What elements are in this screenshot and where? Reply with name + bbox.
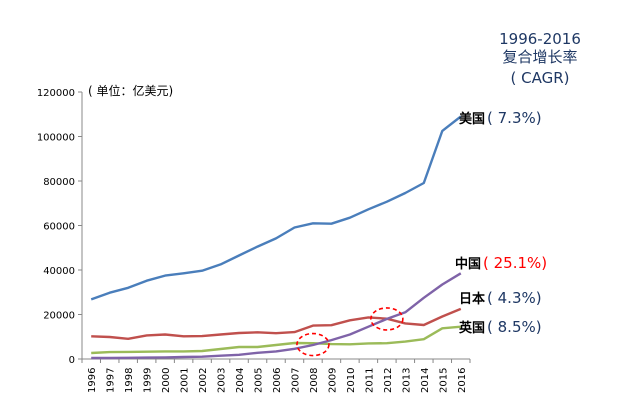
series-cagr: ( 4.3%) [487, 289, 542, 307]
series-cagr: ( 25.1%) [483, 254, 547, 272]
dashed-circle-annotation [296, 332, 330, 357]
x-tick-label: 2007 [290, 368, 301, 393]
x-tick-label: 2000 [161, 368, 172, 393]
series-label: 中国( 25.1%) [455, 254, 547, 272]
x-tick-label: 1998 [124, 368, 135, 393]
series-line [91, 272, 462, 360]
x-tick-label: 2005 [254, 368, 265, 393]
y-tick-label: 0 [69, 355, 75, 366]
x-tick-label: 1996 [87, 368, 98, 393]
series-name: 日本 [459, 291, 485, 307]
axes: 0 20000 40000 60000 80000 100000 120000 1996 199… [37, 88, 471, 393]
x-tick-label: 2006 [272, 368, 283, 393]
x-tick-label: 2015 [438, 368, 449, 393]
cagr-title-line: 1996-2016 [499, 30, 581, 48]
dashed-circle-annotation [370, 307, 404, 331]
series-label: 日本( 4.3%) [459, 289, 542, 307]
x-tick-label: 2010 [346, 368, 357, 393]
y-tick-label: 100000 [37, 133, 75, 144]
y-tick-label: 20000 [43, 311, 75, 322]
x-tick-label: 2001 [180, 368, 191, 393]
series-line [91, 307, 462, 340]
x-tick-label: 2002 [198, 368, 209, 393]
series-name: 中国 [455, 256, 481, 272]
x-tick-label: 1997 [106, 368, 117, 393]
series-lines [90, 115, 462, 360]
x-tick-label: 1999 [143, 368, 154, 393]
x-tick-label: 2012 [383, 368, 394, 393]
y-tick-label: 80000 [43, 177, 75, 188]
series-line [90, 115, 462, 301]
x-tick-label: 2016 [457, 368, 468, 393]
series-label: 美国( 7.3%) [459, 109, 542, 127]
series-name: 英国 [458, 320, 485, 336]
x-tick-label: 2014 [420, 368, 431, 393]
y-tick-label: 60000 [43, 222, 75, 233]
series-cagr: ( 7.3%) [487, 109, 542, 127]
annotations [296, 307, 404, 357]
series-cagr: ( 8.5%) [487, 318, 542, 336]
cagr-title-line: 复合增长率 [502, 48, 577, 66]
x-tick-label: 2013 [401, 368, 412, 393]
series-label: 英国( 8.5%) [458, 318, 542, 336]
series-labels: 美国( 7.3%)中国( 25.1%)日本( 4.3%)英国( 8.5%) [455, 109, 547, 336]
x-tick-label: 2003 [217, 368, 228, 393]
x-tick-label: 2011 [364, 368, 375, 393]
x-tick-label: 2008 [309, 368, 320, 393]
series-line [91, 325, 461, 355]
unit-label: ( 单位：亿美元) [88, 83, 173, 98]
x-tick-label: 2004 [235, 368, 246, 393]
x-tick-label: 2009 [327, 368, 338, 393]
y-tick-label: 120000 [37, 88, 75, 99]
series-name: 美国 [459, 111, 485, 127]
cagr-title-line: ( CAGR) [511, 69, 570, 87]
y-tick-label: 40000 [43, 266, 75, 277]
